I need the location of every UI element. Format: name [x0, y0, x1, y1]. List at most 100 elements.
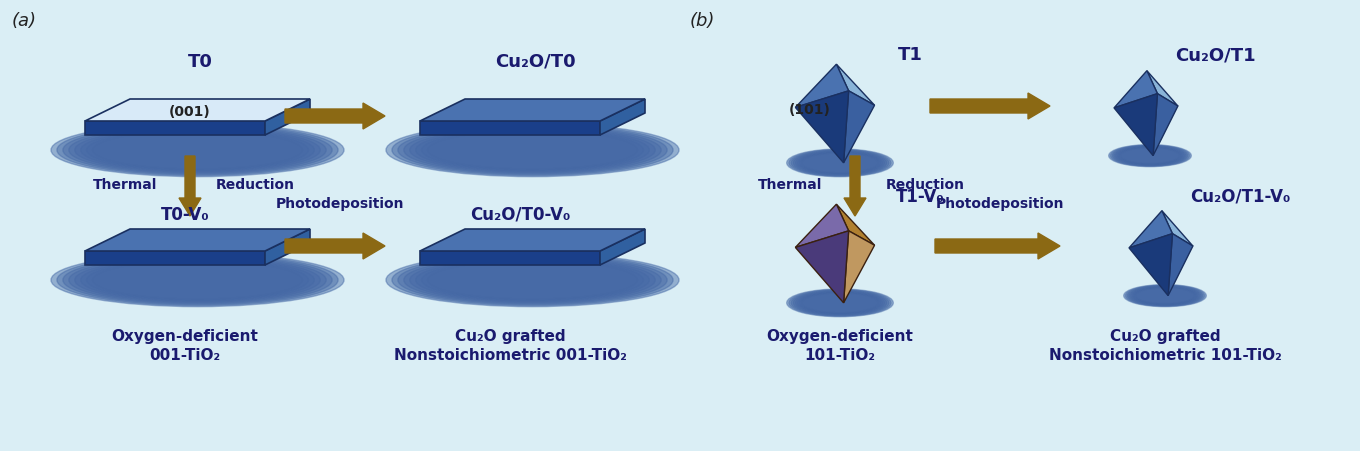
Ellipse shape [789, 290, 891, 317]
Text: T1: T1 [898, 46, 922, 64]
Ellipse shape [800, 293, 880, 313]
Ellipse shape [1125, 285, 1205, 307]
Ellipse shape [1132, 287, 1198, 305]
Ellipse shape [63, 256, 332, 305]
Ellipse shape [1112, 146, 1187, 166]
Polygon shape [1129, 211, 1172, 249]
Ellipse shape [1129, 286, 1201, 306]
Ellipse shape [427, 132, 638, 170]
Polygon shape [420, 230, 645, 252]
Text: T1-V₀: T1-V₀ [896, 188, 944, 206]
Ellipse shape [792, 151, 889, 176]
Ellipse shape [75, 129, 320, 173]
Ellipse shape [87, 260, 309, 300]
Polygon shape [600, 100, 645, 136]
FancyArrow shape [286, 104, 385, 130]
Text: 101-TiO₂: 101-TiO₂ [805, 348, 876, 363]
Ellipse shape [50, 124, 344, 177]
Ellipse shape [1115, 147, 1185, 166]
Text: (101): (101) [789, 103, 831, 117]
Ellipse shape [404, 127, 661, 174]
FancyArrow shape [930, 94, 1050, 120]
Text: Photodeposition: Photodeposition [936, 197, 1065, 211]
Ellipse shape [80, 129, 314, 172]
Text: Cu₂O/T1: Cu₂O/T1 [1175, 46, 1255, 64]
Polygon shape [1146, 72, 1178, 107]
Text: Reduction: Reduction [885, 178, 964, 192]
Ellipse shape [789, 150, 891, 177]
Polygon shape [84, 122, 265, 136]
Polygon shape [796, 65, 849, 108]
Polygon shape [1114, 94, 1157, 156]
Ellipse shape [802, 154, 879, 173]
Polygon shape [1114, 72, 1157, 109]
Polygon shape [1168, 234, 1193, 296]
Polygon shape [796, 205, 849, 248]
Text: Reduction: Reduction [215, 178, 295, 192]
Ellipse shape [1121, 148, 1179, 164]
Polygon shape [1153, 94, 1178, 156]
Polygon shape [843, 92, 874, 163]
Ellipse shape [1136, 288, 1194, 304]
Ellipse shape [392, 125, 673, 176]
Ellipse shape [398, 126, 668, 175]
Ellipse shape [786, 150, 894, 177]
Ellipse shape [404, 257, 661, 304]
Polygon shape [1161, 211, 1193, 247]
Ellipse shape [1117, 147, 1183, 165]
Polygon shape [84, 230, 310, 252]
Polygon shape [796, 92, 849, 163]
Ellipse shape [386, 124, 679, 177]
Text: Cu₂O/T0: Cu₂O/T0 [495, 53, 575, 71]
Ellipse shape [57, 255, 339, 306]
Polygon shape [84, 252, 265, 265]
FancyArrow shape [180, 156, 201, 216]
Ellipse shape [427, 261, 638, 299]
Text: Thermal: Thermal [92, 178, 158, 192]
Text: Photodeposition: Photodeposition [276, 197, 404, 211]
Ellipse shape [797, 292, 883, 314]
Ellipse shape [422, 130, 643, 171]
Ellipse shape [1108, 145, 1191, 167]
Ellipse shape [422, 260, 643, 300]
Text: (a): (a) [12, 12, 37, 30]
Ellipse shape [92, 132, 302, 170]
Polygon shape [796, 231, 849, 303]
Ellipse shape [1110, 146, 1190, 167]
Polygon shape [420, 122, 600, 136]
Ellipse shape [50, 254, 344, 307]
Ellipse shape [796, 292, 884, 315]
Ellipse shape [786, 290, 894, 317]
FancyArrow shape [286, 234, 385, 259]
Text: T0-V₀: T0-V₀ [160, 206, 209, 224]
Ellipse shape [416, 259, 649, 302]
Polygon shape [265, 100, 310, 136]
Ellipse shape [69, 127, 326, 174]
Ellipse shape [796, 152, 884, 175]
Polygon shape [1129, 234, 1172, 296]
Ellipse shape [63, 126, 332, 175]
Text: Cu₂O grafted: Cu₂O grafted [454, 329, 566, 344]
Polygon shape [420, 100, 645, 122]
Polygon shape [265, 230, 310, 265]
Ellipse shape [416, 129, 649, 172]
Ellipse shape [409, 258, 656, 303]
Text: (b): (b) [690, 12, 715, 30]
Text: Oxygen-deficient: Oxygen-deficient [767, 329, 914, 344]
Text: Cu₂O/T1-V₀: Cu₂O/T1-V₀ [1190, 188, 1291, 206]
Ellipse shape [1130, 287, 1200, 305]
Text: Nonstoichiometric 101-TiO₂: Nonstoichiometric 101-TiO₂ [1049, 348, 1281, 363]
Ellipse shape [87, 130, 309, 171]
Text: Cu₂O/T0-V₀: Cu₂O/T0-V₀ [469, 206, 570, 224]
Ellipse shape [75, 258, 320, 303]
Ellipse shape [1127, 286, 1204, 306]
Text: 001-TiO₂: 001-TiO₂ [150, 348, 220, 363]
Text: Cu₂O grafted: Cu₂O grafted [1110, 329, 1220, 344]
Ellipse shape [793, 291, 887, 315]
Ellipse shape [1123, 285, 1206, 307]
Polygon shape [84, 100, 310, 122]
Ellipse shape [792, 290, 889, 316]
Text: (001): (001) [169, 105, 211, 119]
Ellipse shape [92, 261, 302, 299]
Polygon shape [836, 205, 874, 246]
